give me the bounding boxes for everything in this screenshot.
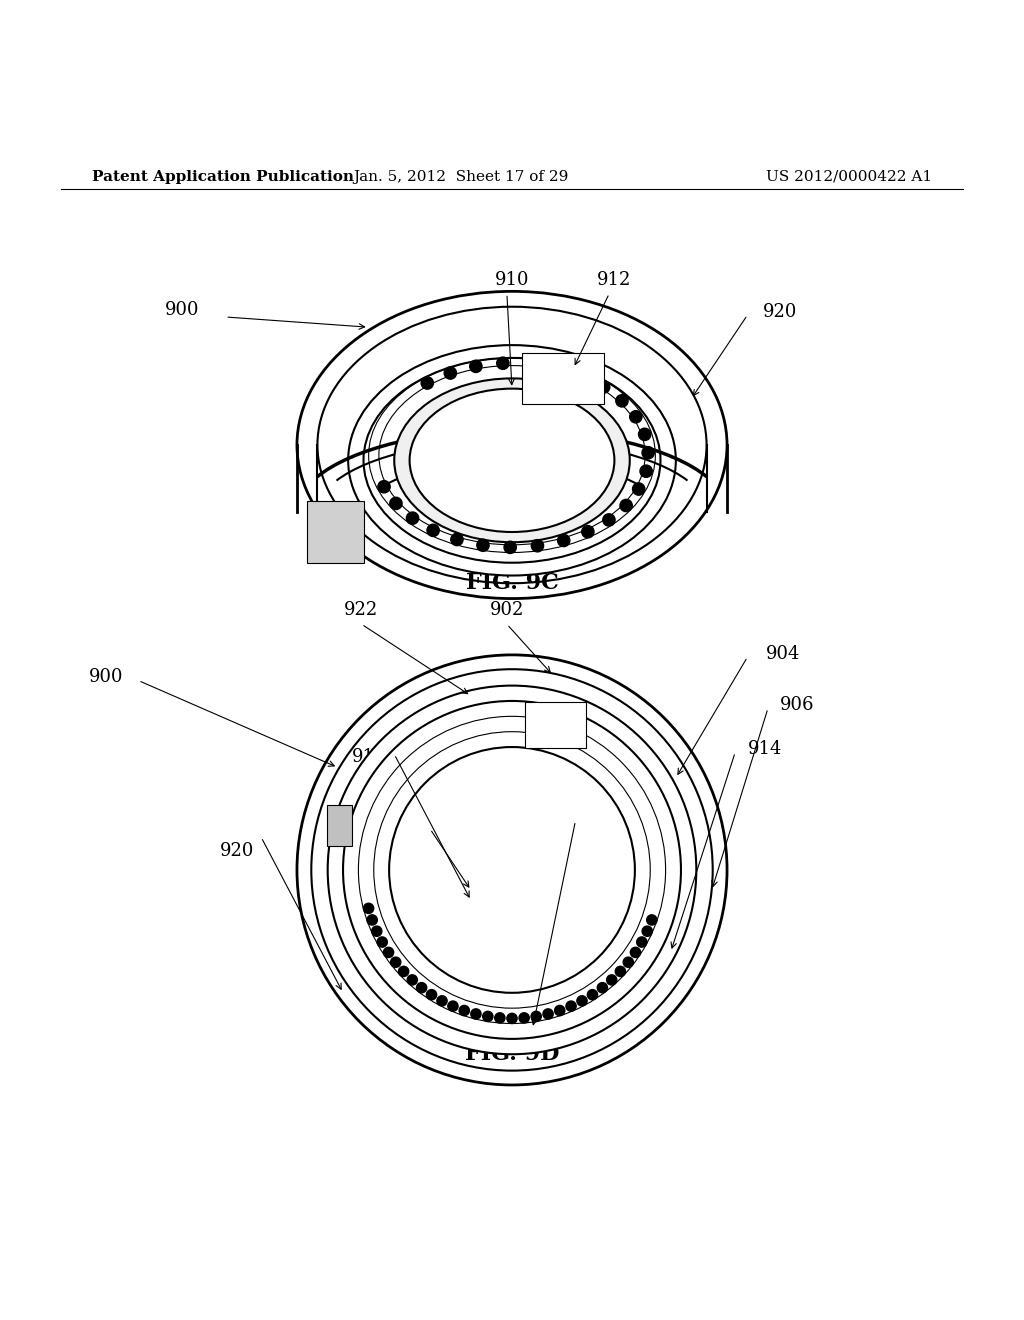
Circle shape <box>582 525 594 537</box>
Circle shape <box>470 360 482 372</box>
Ellipse shape <box>394 379 630 543</box>
Text: 904: 904 <box>766 645 801 663</box>
Text: 920: 920 <box>219 842 254 861</box>
Circle shape <box>639 428 651 441</box>
Circle shape <box>606 974 616 985</box>
Text: FIG. 9D: FIG. 9D <box>465 1043 559 1065</box>
Ellipse shape <box>364 358 660 562</box>
Circle shape <box>372 927 382 936</box>
Circle shape <box>566 1001 577 1011</box>
Circle shape <box>615 395 628 407</box>
Circle shape <box>408 974 418 985</box>
FancyBboxPatch shape <box>327 805 352 846</box>
Circle shape <box>555 1006 565 1015</box>
Circle shape <box>633 483 645 495</box>
Circle shape <box>390 957 400 968</box>
Circle shape <box>504 541 516 553</box>
Circle shape <box>603 513 615 527</box>
Text: 900: 900 <box>88 668 123 686</box>
Circle shape <box>637 937 647 948</box>
Circle shape <box>524 358 537 370</box>
Circle shape <box>630 411 642 422</box>
Text: 900: 900 <box>165 301 200 319</box>
Text: 910: 910 <box>351 748 386 767</box>
Circle shape <box>367 915 377 925</box>
Text: 912: 912 <box>597 272 632 289</box>
Circle shape <box>577 995 587 1006</box>
Circle shape <box>421 378 433 389</box>
Circle shape <box>383 948 393 957</box>
Circle shape <box>482 1011 493 1022</box>
Circle shape <box>378 480 390 492</box>
Circle shape <box>642 446 654 459</box>
Circle shape <box>624 957 634 968</box>
Circle shape <box>557 535 569 546</box>
Text: US 2012/0000422 A1: US 2012/0000422 A1 <box>766 170 932 183</box>
Circle shape <box>588 990 598 999</box>
Circle shape <box>647 915 657 925</box>
Circle shape <box>615 966 626 977</box>
Circle shape <box>398 966 409 977</box>
Circle shape <box>417 982 427 993</box>
Circle shape <box>389 747 635 993</box>
Circle shape <box>427 524 439 536</box>
Circle shape <box>328 685 696 1055</box>
Circle shape <box>495 1012 505 1023</box>
FancyBboxPatch shape <box>522 352 604 404</box>
Text: FIG. 9C: FIG. 9C <box>466 572 558 594</box>
Circle shape <box>477 539 489 552</box>
FancyBboxPatch shape <box>524 702 586 748</box>
Circle shape <box>447 1001 458 1011</box>
Circle shape <box>598 381 610 393</box>
FancyBboxPatch shape <box>307 502 364 562</box>
Circle shape <box>575 370 588 383</box>
Text: 902: 902 <box>489 601 524 619</box>
Circle shape <box>519 1012 529 1023</box>
Text: 908: 908 <box>558 826 593 845</box>
Circle shape <box>297 655 727 1085</box>
Circle shape <box>531 1011 542 1022</box>
Circle shape <box>631 948 641 957</box>
Circle shape <box>642 927 652 936</box>
Circle shape <box>471 1008 481 1019</box>
Circle shape <box>531 540 544 552</box>
Circle shape <box>543 1008 553 1019</box>
Text: Patent Application Publication: Patent Application Publication <box>92 170 354 183</box>
Text: 920: 920 <box>763 302 798 321</box>
Ellipse shape <box>348 345 676 576</box>
Circle shape <box>640 465 652 478</box>
Circle shape <box>390 498 402 510</box>
Circle shape <box>426 990 436 999</box>
Circle shape <box>459 1006 469 1015</box>
Circle shape <box>358 717 666 1023</box>
Ellipse shape <box>410 388 614 532</box>
Circle shape <box>497 358 509 370</box>
Circle shape <box>377 937 387 948</box>
Ellipse shape <box>297 292 727 598</box>
Text: 906: 906 <box>780 696 815 714</box>
Circle shape <box>444 367 457 379</box>
Circle shape <box>597 982 607 993</box>
Text: Jan. 5, 2012  Sheet 17 of 29: Jan. 5, 2012 Sheet 17 of 29 <box>353 170 568 183</box>
Circle shape <box>364 903 374 913</box>
Circle shape <box>551 362 563 375</box>
Circle shape <box>437 995 447 1006</box>
Text: 910: 910 <box>495 272 529 289</box>
Circle shape <box>620 499 632 512</box>
Text: 922: 922 <box>344 601 379 619</box>
Circle shape <box>451 533 463 545</box>
Circle shape <box>507 1014 517 1023</box>
Circle shape <box>407 512 419 524</box>
Text: 914: 914 <box>748 741 782 758</box>
